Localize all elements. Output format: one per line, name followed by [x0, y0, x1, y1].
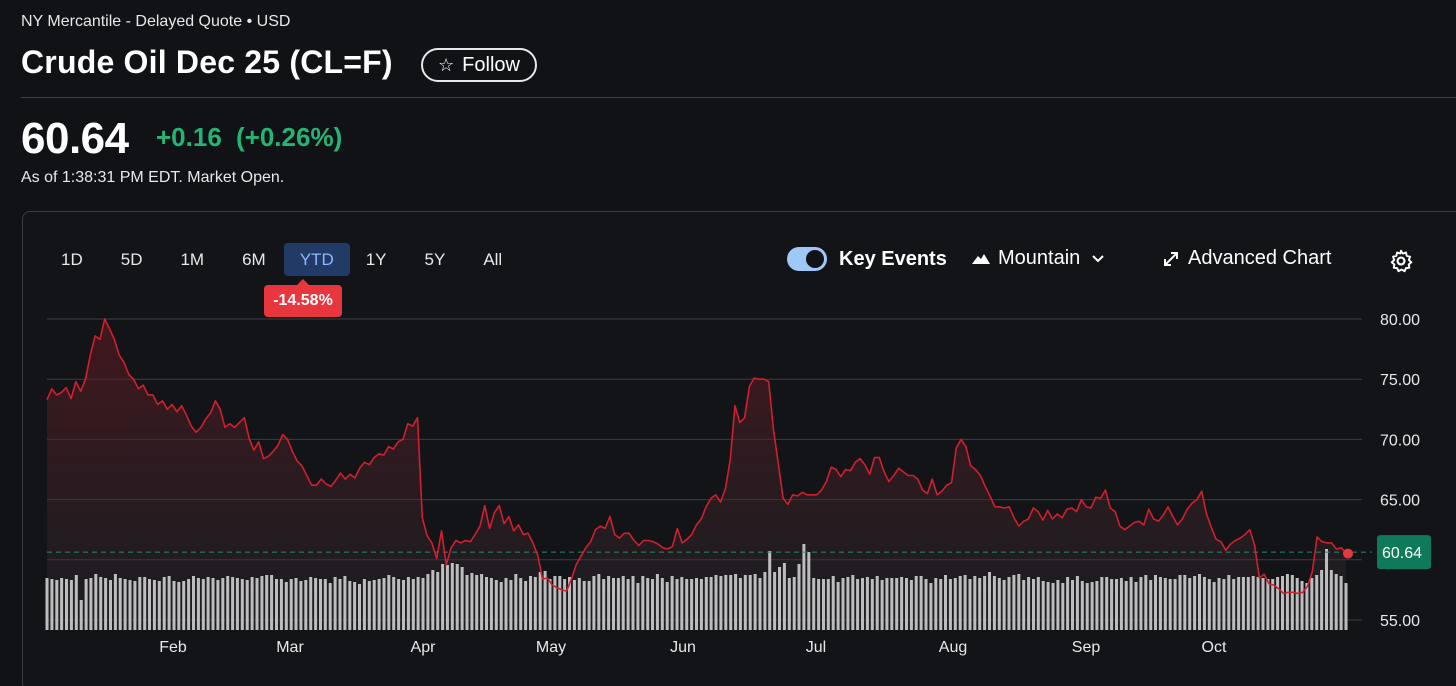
- range-selector: 1D 5D 1M 6M YTD 1Y 5Y All: [48, 243, 515, 276]
- range-ytd[interactable]: YTD: [283, 243, 350, 276]
- current-price: 60.64: [21, 114, 129, 163]
- range-6m[interactable]: 6M: [242, 249, 266, 269]
- advanced-chart-button[interactable]: Advanced Chart: [1162, 247, 1331, 270]
- page-title: Crude Oil Dec 25 (CL=F): [21, 44, 393, 80]
- range-1y[interactable]: 1Y: [365, 249, 387, 269]
- chart-panel: [22, 211, 1456, 686]
- range-5d[interactable]: 5D: [120, 249, 143, 269]
- header-divider: [21, 97, 1456, 98]
- chevron-down-icon: [1092, 254, 1104, 262]
- gear-icon[interactable]: [1388, 248, 1414, 274]
- key-events-toggle[interactable]: Key Events: [787, 247, 947, 271]
- key-events-label: Key Events: [839, 247, 947, 270]
- price-change-percent: (+0.26%): [236, 122, 343, 152]
- toggle-knob: [806, 250, 824, 268]
- advanced-chart-label: Advanced Chart: [1188, 247, 1332, 269]
- star-icon: ☆: [438, 54, 455, 75]
- chart-type-dropdown[interactable]: Mountain: [972, 247, 1104, 270]
- range-change-badge: -14.58%: [264, 279, 342, 317]
- follow-button[interactable]: ☆ Follow: [421, 48, 537, 82]
- range-1d[interactable]: 1D: [61, 249, 83, 269]
- range-5y[interactable]: 5Y: [424, 249, 446, 269]
- mountain-icon: [972, 253, 990, 264]
- follow-label: Follow: [462, 53, 520, 76]
- price-change: +0.16: [156, 122, 222, 152]
- quote-timestamp: As of 1:38:31 PM EDT. Market Open.: [21, 169, 285, 186]
- exchange-info: NY Mercantile - Delayed Quote • USD: [21, 13, 291, 30]
- chart-type-label: Mountain: [998, 247, 1081, 269]
- range-all[interactable]: All: [483, 249, 503, 269]
- range-1m[interactable]: 1M: [180, 249, 205, 269]
- toggle-switch[interactable]: [787, 247, 827, 271]
- expand-icon: [1164, 251, 1178, 266]
